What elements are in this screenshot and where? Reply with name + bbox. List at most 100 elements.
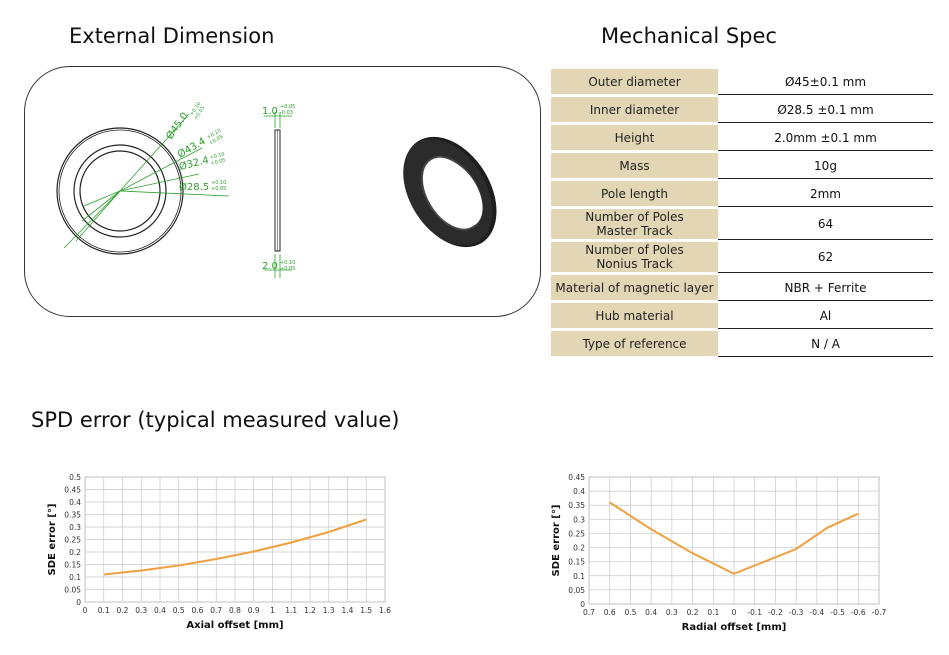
series-line <box>103 518 367 576</box>
spec-label: Inner diameter <box>551 97 718 123</box>
dim-10-tol-lower: -0.03 <box>280 110 293 116</box>
side-dimension-labels: 1.0 +0.05 -0.03 2.0 +0.10 +0.05 <box>262 104 295 272</box>
x-tick-label: -0.2 <box>768 608 783 617</box>
spec-label: Number of Poles Nonius Track <box>551 242 718 273</box>
dim-20-label: 2.0 <box>262 261 278 272</box>
y-tick-label: 0.2 <box>69 548 81 557</box>
spec-value: Al <box>718 303 933 329</box>
axial-offset-chart: 0 0.1 0.2 0.3 0.4 0.5 0.6 0.7 0.8 0.9 1 1.1 1.2 1.3 1.… <box>47 473 391 631</box>
x-tick-label: 1.5 <box>360 606 372 615</box>
ring-front-view <box>56 127 184 255</box>
x-tick-label: 0.3 <box>135 606 147 615</box>
y-tick-label: 0.35 <box>568 501 585 510</box>
x-tick-label: 0.7 <box>210 606 222 615</box>
x-tick-label: 0.5 <box>624 608 636 617</box>
x-tick-label: 0.5 <box>173 606 185 615</box>
dimension-leaders <box>63 113 230 249</box>
spec-value: 2mm <box>718 181 933 207</box>
y-tick-label: 0.5 <box>69 473 81 482</box>
dimension-drawing: Ø45.0 +0.10 +0.05 Ø43.4 +0.10 +0.05 Ø32.… <box>56 101 497 278</box>
x-tick-label: -0.5 <box>830 608 845 617</box>
y-axis-label: SDE error [°] <box>47 504 58 576</box>
dim-20-tol-lower: +0.05 <box>280 266 295 272</box>
dim-10-label: 1.0 <box>262 106 278 117</box>
y-tick-label: 0.45 <box>64 486 81 495</box>
spec-label: Height <box>551 125 718 151</box>
spec-label: Outer diameter <box>551 69 718 95</box>
spec-row: Number of Poles Master Track 64 <box>551 209 933 240</box>
x-tick-label: 1.2 <box>304 606 316 615</box>
x-axis-label: Radial offset [mm] <box>682 622 787 633</box>
x-axis-label: Axial offset [mm] <box>186 620 283 631</box>
y-tick-label: 0.1 <box>573 572 585 581</box>
spec-label: Number of Poles Master Track <box>551 209 718 240</box>
spec-label: Type of reference <box>551 331 718 357</box>
y-tick-label: 0.4 <box>69 498 81 507</box>
y-tick-label: 0.3 <box>573 515 585 524</box>
y-tick-label: 0.05 <box>568 586 585 595</box>
x-tick-label: 0.4 <box>154 606 166 615</box>
spec-value: 64 <box>718 209 933 240</box>
x-tick-label: 0.6 <box>192 606 204 615</box>
dim-285-tol-lower: +0.05 <box>211 186 226 192</box>
spec-label: Mass <box>551 153 718 179</box>
y-tick-label: 0.2 <box>573 544 585 553</box>
x-tick-label: 0 <box>732 608 737 617</box>
spec-value: NBR + Ferrite <box>718 275 933 301</box>
y-tick-label: 0.35 <box>64 511 81 520</box>
series-line <box>609 501 859 575</box>
drawing-frame <box>24 66 541 317</box>
y-tick-label: 0.05 <box>64 586 81 595</box>
spec-value: N / A <box>718 331 933 357</box>
x-tick-label: 1.1 <box>285 606 297 615</box>
x-tick-label: 0.7 <box>583 608 595 617</box>
mechanical-spec-heading: Mechanical Spec <box>601 24 777 48</box>
x-tick-label: 0.2 <box>687 608 699 617</box>
y-tick-label: 0.1 <box>69 573 81 582</box>
x-tick-label: 0.8 <box>229 606 241 615</box>
spd-error-heading: SPD error (typical measured value) <box>31 408 400 432</box>
x-tick-label: 1.6 <box>379 606 391 615</box>
x-tick-label: 0.9 <box>248 606 260 615</box>
spec-row: Hub material Al <box>551 303 933 329</box>
spec-value: 2.0mm ±0.1 mm <box>718 125 933 151</box>
dim-324-tol-lower: +0.05 <box>210 157 226 167</box>
ring-side-view <box>264 112 292 278</box>
y-tick-label: 0 <box>76 598 81 607</box>
spec-label: Hub material <box>551 303 718 329</box>
x-tick-label: -0.3 <box>789 608 804 617</box>
x-tick-label: -0.6 <box>851 608 866 617</box>
spec-label: Pole length <box>551 181 718 207</box>
y-axis-label: SDE error [°] <box>551 505 562 577</box>
spec-row: Pole length 2mm <box>551 181 933 207</box>
dim-324-tol-upper: +0.10 <box>209 151 225 161</box>
spec-value: Ø28.5 ±0.1 mm <box>718 97 933 123</box>
y-tick-label: 0.3 <box>69 523 81 532</box>
y-tick-label: 0 <box>580 600 585 609</box>
spec-row: Mass 10g <box>551 153 933 179</box>
x-tick-label: 0.4 <box>645 608 657 617</box>
y-tick-label: 0.25 <box>568 529 585 538</box>
dim-45-label: Ø45.0 <box>164 110 191 142</box>
dim-285-tol-upper: +0.10 <box>211 180 226 186</box>
external-dimension-heading: External Dimension <box>69 24 275 48</box>
y-tick-label: 0.45 <box>568 473 585 482</box>
x-tick-label: 0.2 <box>117 606 129 615</box>
x-tick-label: 1.4 <box>342 606 354 615</box>
x-tick-label: 1 <box>270 606 275 615</box>
spec-row: Number of Poles Nonius Track 62 <box>551 242 933 273</box>
dim-285-label: Ø28.5 <box>179 181 209 193</box>
x-tick-label: -0.7 <box>872 608 887 617</box>
spec-row: Height 2.0mm ±0.1 mm <box>551 125 933 151</box>
spec-row: Outer diameter Ø45±0.1 mm <box>551 69 933 95</box>
radial-offset-chart: 0.7 0.6 0.5 0.4 0.3 0.2 0.1 0 -0.1 -0.2 -0.3 -0.4 -0… <box>551 473 887 633</box>
spec-row: Inner diameter Ø28.5 ±0.1 mm <box>551 97 933 123</box>
spec-value: 10g <box>718 153 933 179</box>
x-tick-label: -0.4 <box>810 608 825 617</box>
spec-value: 62 <box>718 242 933 273</box>
x-tick-label: 0.6 <box>604 608 616 617</box>
x-tick-label: 0.3 <box>666 608 678 617</box>
dim-20-tol-upper: +0.10 <box>280 260 295 266</box>
spec-label: Material of magnetic layer <box>551 275 718 301</box>
spec-value: Ø45±0.1 mm <box>718 69 933 95</box>
